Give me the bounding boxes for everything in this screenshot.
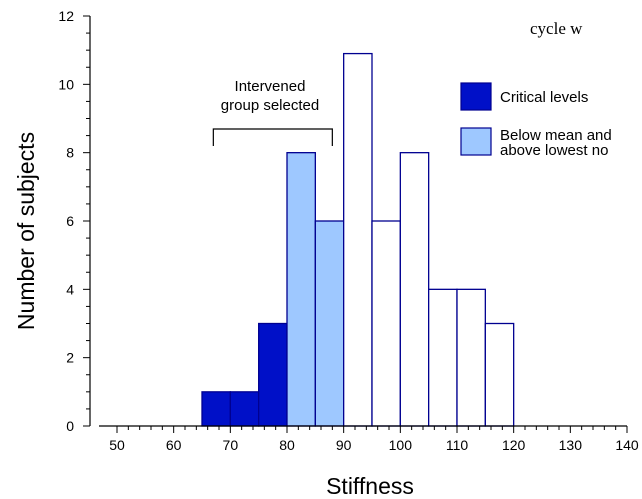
y-tick-label: 8 (66, 145, 74, 161)
histogram-bar-65 (201, 391, 231, 427)
annotation-line-2: group selected (221, 97, 319, 114)
y-axis-title: Number of subjects (13, 132, 39, 330)
histogram-bar-105 (428, 288, 458, 427)
bars-group (201, 52, 515, 427)
x-tick-label: 60 (166, 437, 182, 453)
y-tick-label: 0 (66, 418, 74, 434)
x-tick-label: 50 (109, 437, 125, 453)
y-tick-label: 10 (58, 76, 74, 92)
histogram-bar-80 (286, 152, 316, 427)
histogram-bar-70 (229, 391, 260, 427)
legend: Critical levels Below mean and above low… (460, 82, 612, 159)
x-tick-label: 70 (223, 437, 239, 453)
histogram-bar-100 (399, 152, 430, 427)
x-tick-label: 130 (559, 437, 583, 453)
y-tick-label: 4 (66, 281, 74, 297)
x-tick-label: 100 (389, 437, 413, 453)
legend-swatch-critical (460, 82, 492, 111)
y-tick-label: 2 (66, 350, 74, 366)
y-tick-label: 12 (58, 8, 74, 24)
histogram-bar-110 (456, 288, 486, 427)
x-tick-label: 120 (502, 437, 526, 453)
histogram-bar-90 (343, 52, 373, 427)
x-axis-title: Stiffness (326, 473, 414, 499)
top-cut-text: cycle w (530, 19, 583, 38)
y-axis-ticks: 0 2 4 6 8 10 12 (58, 8, 90, 434)
legend-label-critical: Critical levels (500, 89, 588, 106)
x-tick-label: 80 (279, 437, 295, 453)
histogram-bar-95 (371, 220, 401, 427)
legend-label-below-2: above lowest no (500, 142, 608, 159)
histogram-bar-115 (484, 322, 515, 427)
x-tick-label: 110 (446, 437, 469, 453)
legend-label-below-1: Below mean and (500, 127, 612, 144)
intervened-annotation: Intervened group selected (212, 78, 333, 146)
histogram-bar-75 (258, 322, 288, 427)
histogram-bar-85 (314, 220, 345, 427)
x-axis-ticks: 50 60 70 80 90 100 110 120 130 140 (109, 426, 639, 453)
x-tick-label: 90 (336, 437, 352, 453)
y-tick-label: 6 (66, 213, 74, 229)
x-tick-label: 140 (615, 437, 639, 453)
annotation-line-1: Intervened (235, 78, 306, 95)
legend-swatch-below (460, 127, 492, 156)
annotation-bracket (212, 128, 333, 146)
